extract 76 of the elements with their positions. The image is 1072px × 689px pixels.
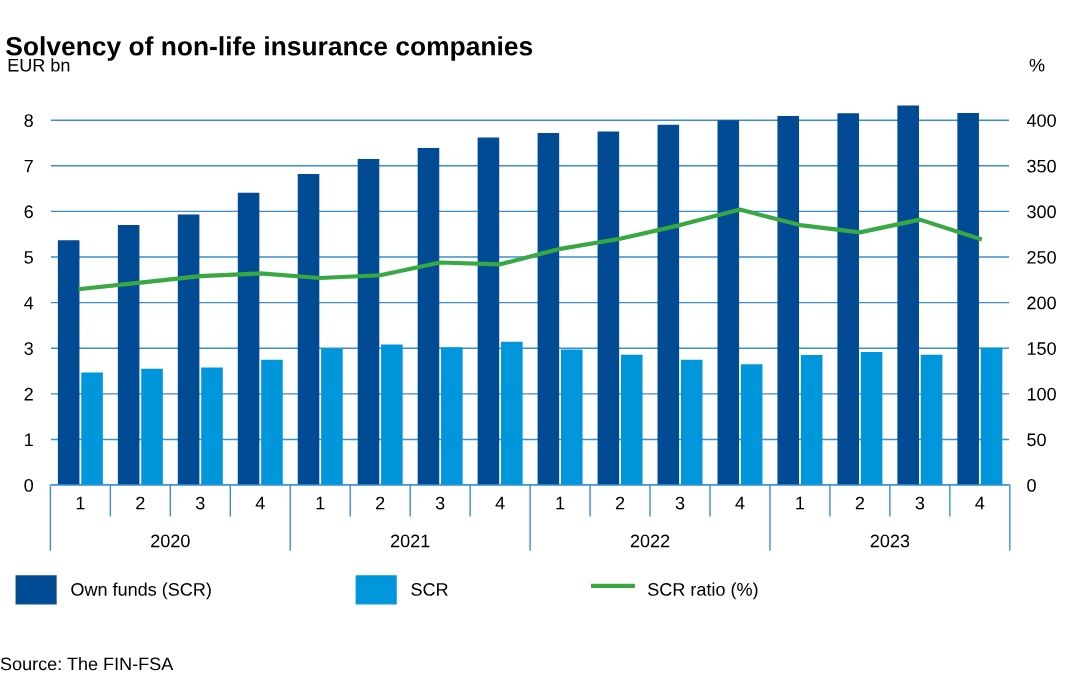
x-tick-label: 2 [376,496,385,510]
y2-tick-label: 200 [1027,296,1056,310]
bar [477,137,500,486]
bar [777,116,800,486]
bar [201,367,223,486]
x-tick-label: 1 [556,496,565,510]
legend-label: Own funds (SCR) [71,582,211,600]
text: 2023 [870,534,910,548]
y-tick-label: 5 [24,251,33,264]
x-tick-label: 3 [915,496,925,510]
bar [501,341,523,486]
bar [860,351,883,486]
y-tick-label: 1 [25,433,33,446]
y2-tick-label: 250 [1027,250,1056,264]
y2-tick-label: 0 [1027,478,1036,492]
y-tick-label: 2 [24,387,33,401]
bar [620,354,643,486]
text: 2022 [630,534,670,548]
bar [141,368,163,486]
y2-tick-label: 350 [1027,159,1056,173]
bar [980,347,1003,486]
bar [680,359,703,486]
line-series [78,207,982,292]
y2-tick-label: 50 [1027,433,1046,447]
bar [560,349,583,486]
legend-label: SCR ratio (%) [648,582,758,600]
bar [417,148,440,486]
y-tick-label: 3 [24,342,33,355]
x-tick-label: 4 [495,496,505,510]
y2-axis-title: % [1029,58,1045,72]
bar [297,174,320,486]
x-tick-label: 2 [136,496,145,510]
bar [837,113,860,486]
bar [537,132,560,486]
x-tick-label: 3 [675,496,685,510]
source-note: Source: The FIN-FSA [0,657,174,671]
bar [920,354,943,486]
x-tick-label: 3 [195,496,205,510]
y2-tick-label: 150 [1027,342,1056,355]
bar [717,120,740,486]
bar [381,344,403,486]
bar [957,112,979,486]
legend-label: SCR [411,583,448,596]
x-tick-label: 1 [316,496,325,510]
x-tick-label: 2 [855,496,865,510]
bar [597,131,620,486]
x-tick-label: 2 [615,496,625,510]
bar [321,348,343,486]
y-tick-label: 6 [24,205,33,219]
y-tick-label: 4 [24,296,34,310]
x-tick-label: 3 [435,496,445,510]
y2-tick-label: 300 [1027,205,1056,219]
bar [800,355,823,486]
x-tick-label: 4 [255,496,265,510]
bar [441,347,463,486]
bar [657,124,680,486]
text: 2020 [151,534,190,548]
bar [117,225,140,486]
bar [261,359,283,486]
y2-tick-label: 100 [1027,387,1056,401]
y2-tick-label: 400 [1026,114,1056,127]
x-tick-label: 4 [735,496,745,510]
bar [357,158,380,486]
bar [237,192,260,486]
text: 2021 [391,534,430,548]
x-tick-label: 1 [76,496,85,510]
y-tick-label: 7 [24,159,33,173]
x-tick-label: 1 [796,496,805,510]
y-tick-label: 8 [24,114,33,127]
y-tick-label: 0 [24,478,34,492]
bar [57,240,80,486]
bar [897,105,919,486]
bar [740,364,763,486]
bar [81,372,103,486]
bar [177,214,200,486]
x-tick-label: 4 [975,496,985,510]
